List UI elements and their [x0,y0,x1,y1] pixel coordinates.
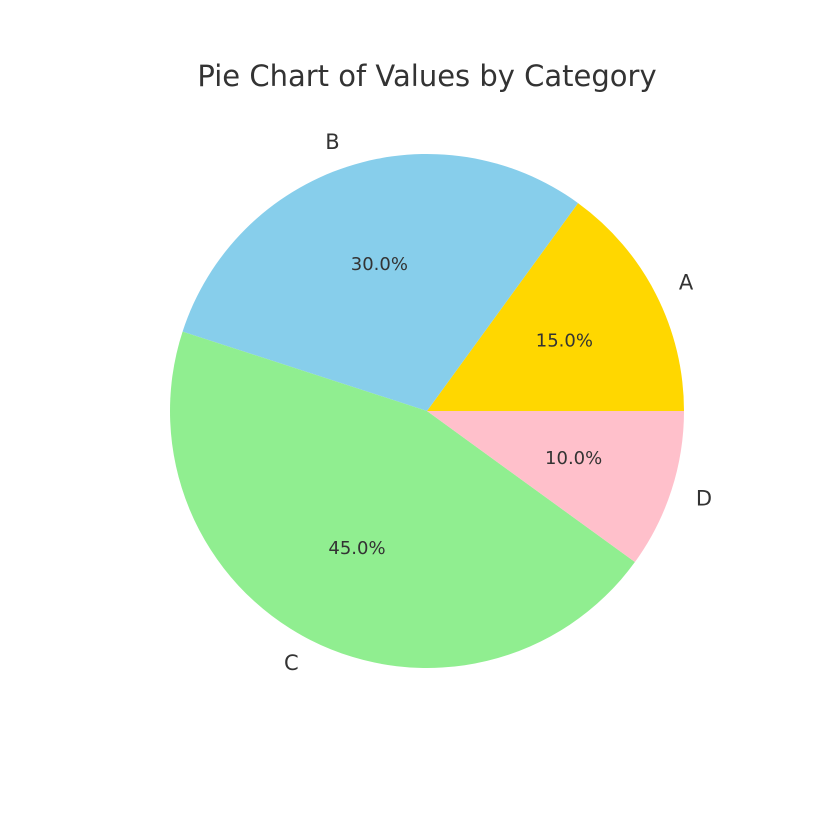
pie-slices [169,153,684,669]
pie-slice-d [427,411,684,563]
pie-percent-label-a: 15.0% [536,330,593,351]
pie-category-label-a: A [679,271,694,295]
chart-title: Pie Chart of Values by Category [197,59,656,93]
pie-percent-label-b: 30.0% [351,254,408,275]
pie-percent-label-c: 45.0% [328,538,385,559]
pie-slice-c [169,331,635,669]
pie-category-label-b: B [325,130,339,154]
pie-category-label-d: D [696,486,712,510]
pie-percent-label-d: 10.0% [545,448,602,469]
pie-slice-a [427,203,684,411]
pie-category-label-c: C [284,651,299,675]
pie-slice-b [182,153,579,411]
pie-labels: 15.0% A 30.0% B 45.0% C 10.0% D [284,130,712,675]
